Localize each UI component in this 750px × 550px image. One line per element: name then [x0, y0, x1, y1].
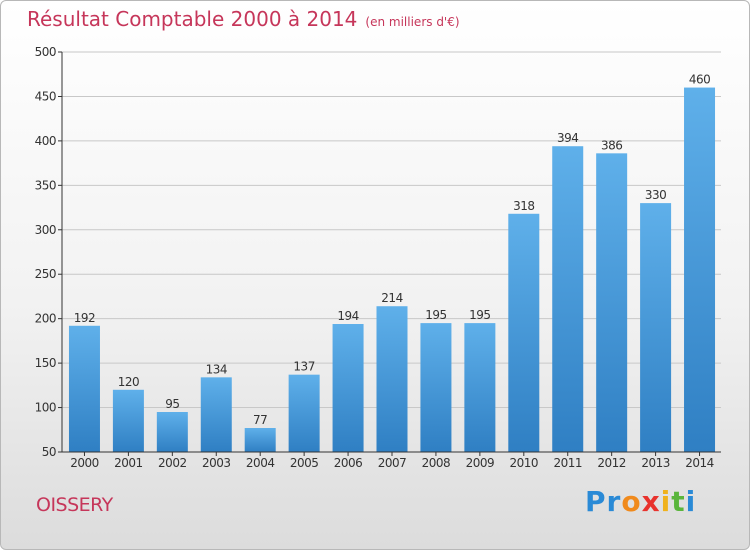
y-tick-label-50: 50 — [42, 445, 56, 459]
chart-title-text: Résultat Comptable 2000 à 2014 — [27, 7, 358, 31]
x-tick-label-2001: 2001 — [114, 456, 143, 470]
y-tick-label-150: 150 — [35, 356, 56, 370]
logo-letter: t — [671, 485, 686, 518]
data-label-2003: 134 — [206, 362, 227, 376]
data-label-2008: 195 — [425, 308, 446, 322]
x-tick-label-2009: 2009 — [466, 456, 495, 470]
x-tick-label-2005: 2005 — [290, 456, 319, 470]
x-tick-label-2010: 2010 — [510, 456, 539, 470]
bar-2012 — [596, 153, 628, 453]
y-tick-label-200: 200 — [35, 312, 56, 326]
logo-letter: o — [621, 485, 642, 518]
data-label-2012: 386 — [601, 138, 622, 152]
data-label-2004: 77 — [253, 413, 267, 427]
logo-letter: x — [641, 485, 661, 518]
bar-2013 — [640, 203, 672, 452]
x-tick-label-2003: 2003 — [202, 456, 231, 470]
bar-2008 — [420, 323, 452, 452]
x-tick-label-2000: 2000 — [70, 456, 99, 470]
chart-title: Résultat Comptable 2000 à 2014 (en millie… — [27, 7, 460, 31]
bar-2010 — [508, 213, 540, 452]
y-tick-label-500: 500 — [35, 45, 56, 59]
x-tick-label-2002: 2002 — [158, 456, 187, 470]
place-name: OISSERY — [36, 494, 113, 516]
logo-letter: i — [660, 485, 672, 518]
data-label-2009: 195 — [469, 308, 490, 322]
y-tick-label-400: 400 — [35, 134, 56, 148]
x-tick-label-2004: 2004 — [246, 456, 275, 470]
logo-letter: P — [585, 485, 607, 518]
bar-2005 — [288, 374, 320, 452]
bar-2003 — [200, 377, 232, 452]
bar-2004 — [244, 428, 276, 452]
x-tick-label-2014: 2014 — [685, 456, 714, 470]
data-label-2001: 120 — [118, 375, 139, 389]
y-tick-label-450: 450 — [35, 89, 56, 103]
data-label-2000: 192 — [74, 311, 95, 325]
data-label-2014: 460 — [689, 73, 710, 87]
x-tick-label-2006: 2006 — [334, 456, 363, 470]
bar-2007 — [376, 306, 408, 452]
bar-2000 — [68, 325, 100, 452]
y-tick-label-300: 300 — [35, 223, 56, 237]
y-tick-label-250: 250 — [35, 267, 56, 281]
bar-2009 — [464, 323, 496, 452]
data-label-2011: 394 — [557, 131, 578, 145]
data-label-2006: 194 — [337, 309, 358, 323]
bar-2006 — [332, 324, 364, 452]
data-label-2007: 214 — [381, 291, 402, 305]
x-tick-label-2007: 2007 — [378, 456, 407, 470]
bar-2002 — [156, 412, 188, 452]
logo-letter: r — [606, 485, 622, 518]
x-tick-label-2012: 2012 — [597, 456, 626, 470]
axis-layer: 50 100 150 200 250 300 350 400 450 500 2000 2001 200… — [35, 45, 721, 470]
x-tick-label-2011: 2011 — [553, 456, 582, 470]
chart-subtitle: (en milliers d'€) — [365, 15, 460, 29]
y-tick-label-350: 350 — [35, 178, 56, 192]
data-label-2002: 95 — [165, 397, 179, 411]
logo-letter: i — [685, 485, 697, 518]
data-label-2013: 330 — [645, 188, 666, 202]
data-label-2005: 137 — [293, 360, 314, 374]
bar-2014 — [684, 87, 716, 453]
bar-2001 — [112, 389, 144, 452]
y-tick-label-100: 100 — [35, 401, 56, 415]
bar-layer: 192 120 95 134 77 137 194 214 195 195 318 394 386 330… — [68, 73, 716, 453]
data-label-2010: 318 — [513, 199, 534, 213]
x-tick-label-2008: 2008 — [422, 456, 451, 470]
bar-2011 — [552, 146, 584, 452]
x-tick-label-2013: 2013 — [641, 456, 670, 470]
proxiti-logo: Proxiti — [585, 485, 696, 518]
